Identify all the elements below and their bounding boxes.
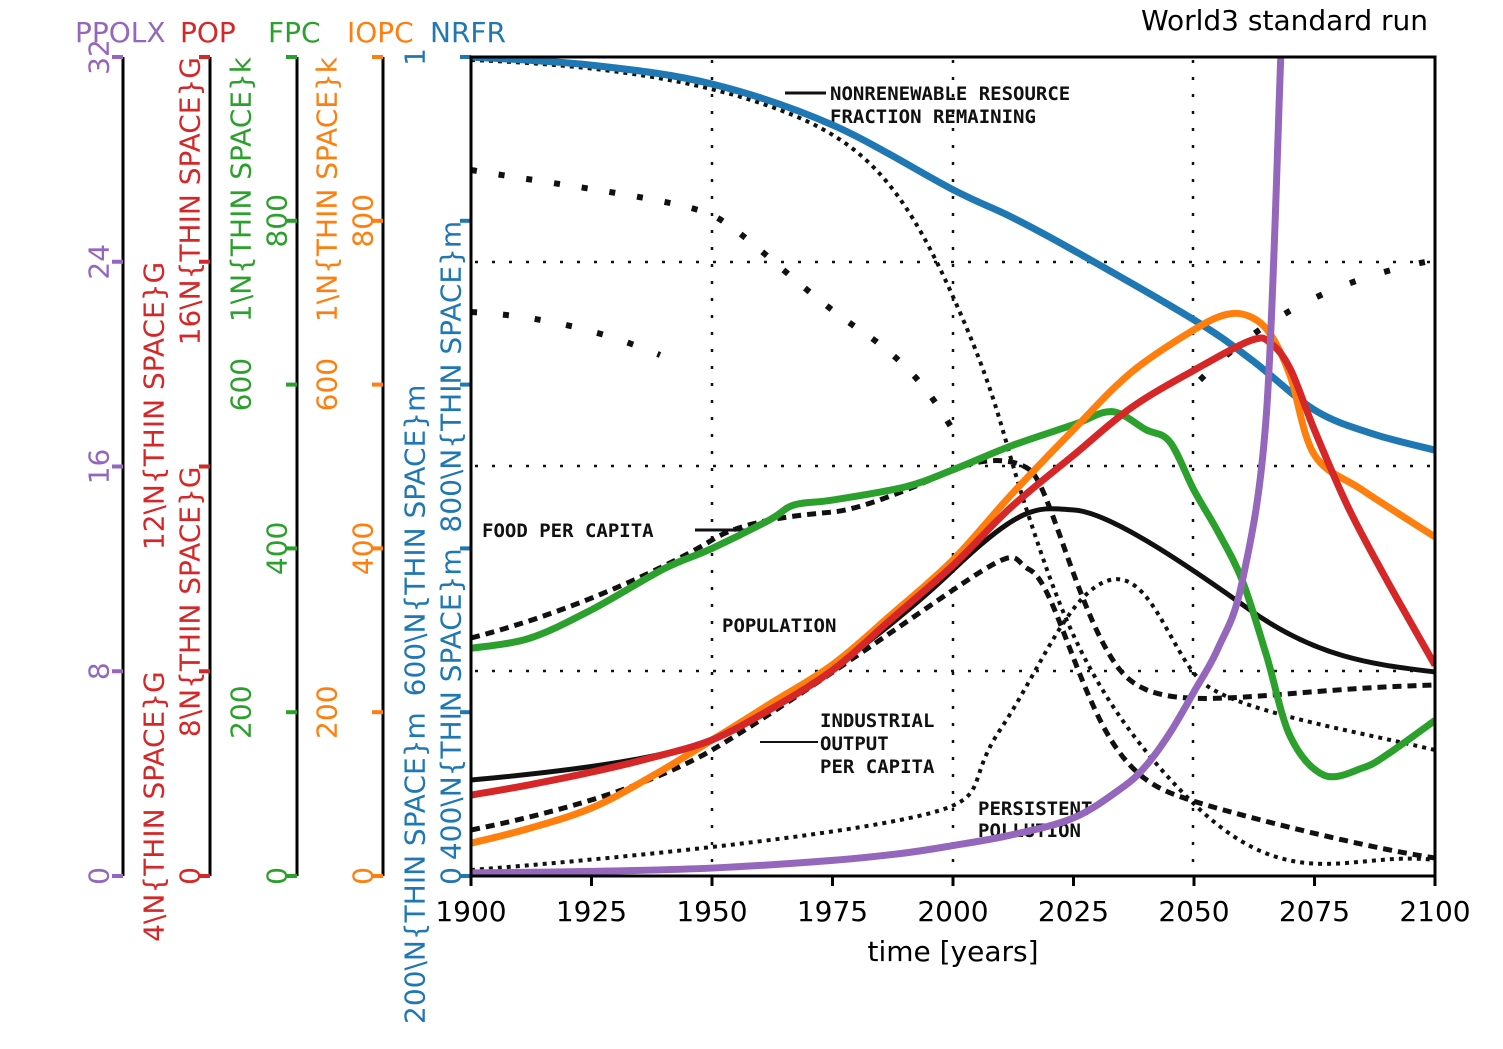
axis-name-fpc: FPC	[268, 16, 321, 49]
series-lines	[471, 57, 1435, 876]
y-tick-label-fpc: 200	[225, 685, 258, 738]
y-tick-label-fpc: 400	[261, 522, 294, 575]
x-tick-label: 2050	[1158, 895, 1229, 928]
x-tick-label: 1900	[435, 895, 506, 928]
chart-title: World3 standard run	[1141, 4, 1428, 37]
annotation-resource-2: FRACTION REMAINING	[830, 106, 1036, 128]
annotation-food: FOOD PER CAPITA	[482, 520, 654, 542]
scan-right-markers	[1197, 257, 1436, 383]
y-tick-label-pop: 4\N{THIN SPACE}G	[138, 671, 171, 942]
series-line-fpc	[471, 408, 1435, 781]
x-tick-label: 2000	[917, 895, 988, 928]
series-line-pop	[471, 334, 1435, 799]
x-tick-label: 1925	[556, 895, 627, 928]
y-tick-label-ppolx: 0	[83, 867, 116, 885]
y-tick-label-nrfr: 1	[399, 48, 432, 66]
y-tick-label-iopc: 800	[347, 194, 380, 247]
y-tick-label-nrfr: 800\N{THIN SPACE}m	[435, 221, 468, 533]
annotation-resource-1: NONRENEWABLE RESOURCE	[830, 83, 1070, 105]
y-tick-label-fpc: 0	[261, 867, 294, 885]
x-axis-label: time [years]	[867, 935, 1038, 968]
y-tick-label-fpc: 1\N{THIN SPACE}k	[225, 56, 258, 322]
annotation-industrial-3: PER CAPITA	[820, 756, 935, 778]
y-tick-label-iopc: 1\N{THIN SPACE}k	[311, 56, 344, 322]
annotation-population: POPULATION	[722, 615, 836, 637]
y-tick-label-nrfr: 600\N{THIN SPACE}m	[399, 385, 432, 697]
y-tick-label-pop: 0	[174, 867, 207, 885]
x-tick-label: 2075	[1279, 895, 1350, 928]
y-tick-label-pop: 12\N{THIN SPACE}G	[138, 262, 171, 550]
y-tick-label-fpc: 800	[261, 194, 294, 247]
scan-food-curve	[470, 458, 1436, 701]
y-tick-label-nrfr: 0	[435, 867, 468, 885]
x-tick-label: 2100	[1399, 895, 1470, 928]
y-tick-label-iopc: 0	[347, 867, 380, 885]
annotation-pollution-1: PERSISTENT	[978, 798, 1092, 820]
y-tick-label-nrfr: 200\N{THIN SPACE}m	[399, 712, 432, 1024]
scan-food-markers	[470, 167, 956, 432]
scan-resource-curve	[470, 58, 1436, 866]
y-tick-label-iopc: 600	[311, 358, 344, 411]
series-line-ppolx	[471, 57, 1285, 876]
scan-pollution-curve	[470, 577, 1436, 872]
y-tick-label-pop: 16\N{THIN SPACE}G	[174, 57, 207, 345]
annotation-industrial-1: INDUSTRIAL	[820, 710, 934, 732]
y-tick-label-nrfr: 400\N{THIN SPACE}m	[435, 548, 468, 860]
x-tick-label: 1975	[797, 895, 868, 928]
axis-name-ppolx: PPOLX	[75, 16, 166, 49]
y-tick-label-iopc: 200	[311, 685, 344, 738]
annotation-industrial-2: OUTPUT	[820, 733, 889, 755]
axis-name-nrfr: NRFR	[430, 16, 506, 49]
axis-name-pop: POP	[180, 16, 236, 49]
y-tick-label-ppolx: 24	[83, 244, 116, 280]
y-tick-label-pop: 8\N{THIN SPACE}G	[174, 467, 207, 738]
y-tick-label-ppolx: 32	[83, 39, 116, 75]
x-tick-label: 2025	[1038, 895, 1109, 928]
x-tick-label: 1950	[676, 895, 747, 928]
y-tick-label-ppolx: 16	[83, 449, 116, 485]
y-tick-label-fpc: 600	[225, 358, 258, 411]
axis-name-iopc: IOPC	[347, 16, 414, 49]
y-tick-label-iopc: 400	[347, 522, 380, 575]
series-line-nrfr	[471, 57, 1435, 454]
plot-frame	[469, 55, 1437, 878]
y-tick-label-ppolx: 8	[83, 662, 116, 680]
scanned-background: NONRENEWABLE RESOURCE FRACTION REMAINING…	[470, 58, 1436, 876]
scan-upper-markers	[470, 309, 662, 358]
